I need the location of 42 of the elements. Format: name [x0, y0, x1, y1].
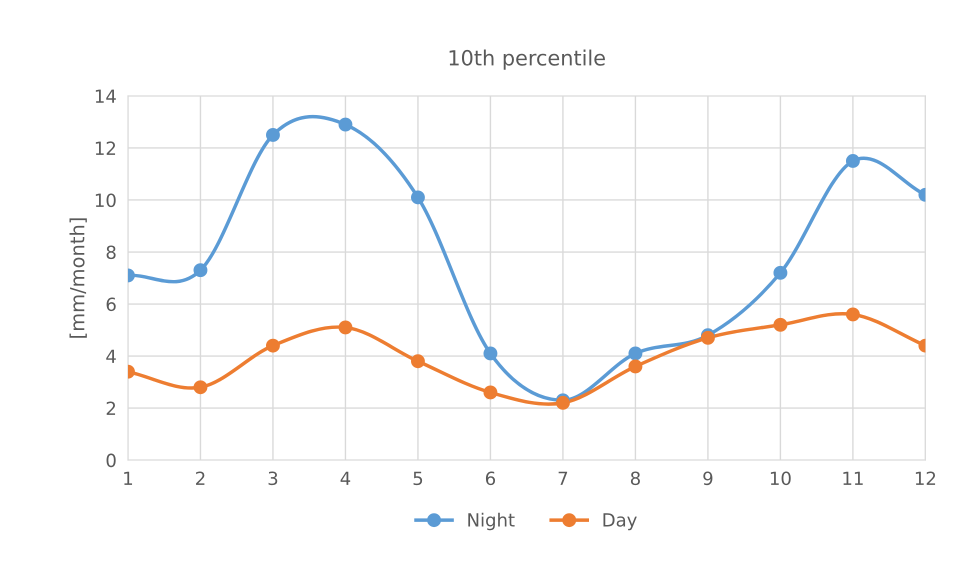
- point: [411, 190, 425, 204]
- point: [194, 380, 208, 394]
- point: [628, 346, 642, 360]
- point: [846, 307, 860, 322]
- x-tick-label: 4: [340, 472, 350, 485]
- x-tick-label: 8: [630, 472, 640, 486]
- point: [628, 360, 642, 374]
- x-tick-label: 9: [703, 472, 712, 486]
- y-tick-label: 10: [96, 193, 116, 208]
- x-tick-label: 11: [843, 472, 863, 485]
- point: [483, 386, 498, 400]
- point: [483, 346, 498, 360]
- x-tick-label: 1: [124, 472, 132, 485]
- point: [338, 118, 352, 132]
- y-axis-title: [mm/month]: [70, 218, 87, 338]
- x-tick-label: 7: [558, 472, 568, 485]
- x-tick-label: 5: [414, 472, 422, 486]
- point: [411, 354, 425, 368]
- point: [338, 320, 352, 334]
- x-tick-label: 10: [770, 472, 791, 486]
- y-tick-label: 4: [106, 350, 116, 363]
- y-tick-label: 8: [106, 245, 116, 260]
- x-tick-label: 6: [486, 472, 496, 486]
- point: [773, 266, 788, 280]
- y-tick-label: 0: [106, 454, 116, 468]
- x-tick-label: 2: [196, 472, 204, 485]
- chart-title: 10th percentile: [450, 50, 605, 70]
- point: [266, 128, 280, 142]
- y-tick-label: 2: [106, 402, 116, 415]
- y-tick-label: 14: [96, 90, 116, 103]
- x-tick-label: 12: [916, 472, 936, 485]
- y-tick-label: 6: [106, 297, 116, 312]
- point: [556, 396, 570, 410]
- point: [194, 263, 208, 278]
- point: [700, 330, 715, 345]
- point: [773, 318, 788, 332]
- legend-label: Night: [468, 512, 515, 530]
- point: [266, 338, 280, 353]
- y-tick-label: 12: [96, 141, 116, 155]
- point: [846, 154, 860, 168]
- x-tick-label: 3: [268, 472, 278, 486]
- legend-label: Day: [603, 513, 637, 530]
